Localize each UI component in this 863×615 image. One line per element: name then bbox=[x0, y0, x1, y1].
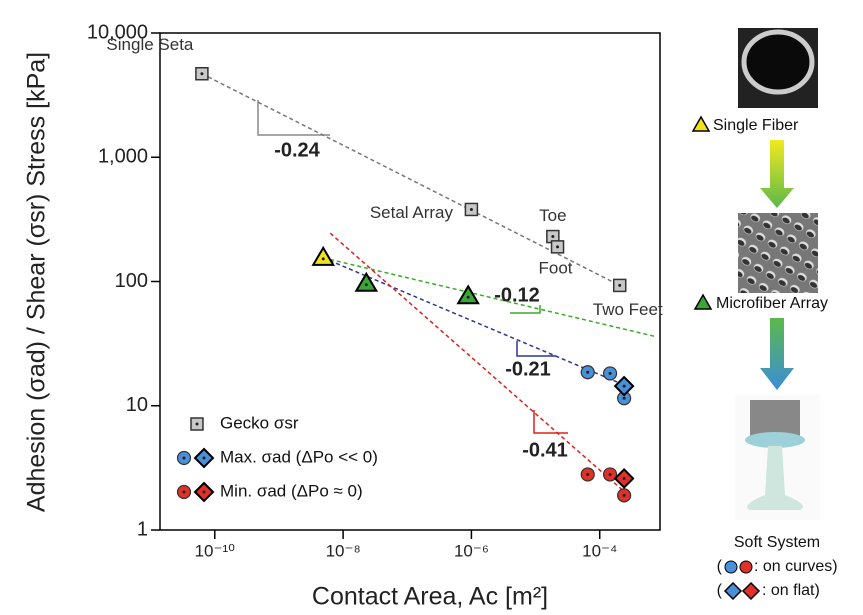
point-label: Single Seta bbox=[106, 35, 193, 54]
x-tick-label: 10⁻⁸ bbox=[326, 541, 361, 560]
point-dot bbox=[202, 456, 206, 460]
arrow bbox=[760, 318, 794, 390]
legend-icon bbox=[723, 581, 743, 601]
fiber-image bbox=[741, 29, 815, 95]
point bbox=[311, 245, 335, 266]
point bbox=[354, 271, 379, 292]
slope-bracket bbox=[533, 410, 568, 434]
point-label: Foot bbox=[539, 258, 573, 277]
side-note: : on curves) bbox=[754, 558, 838, 575]
side-note: ( bbox=[717, 558, 723, 575]
point-dot bbox=[622, 476, 626, 480]
point-dot bbox=[622, 384, 626, 388]
y-tick-label: 10 bbox=[126, 394, 148, 416]
legend-icon bbox=[724, 560, 738, 574]
point-dot bbox=[364, 283, 368, 287]
point-dot bbox=[608, 472, 612, 476]
legend-icon bbox=[691, 115, 711, 132]
point-dot bbox=[608, 371, 612, 375]
point-dot bbox=[622, 396, 626, 400]
fit-line bbox=[201, 73, 621, 287]
slope-label: -0.41 bbox=[522, 439, 568, 461]
slope-bracket bbox=[510, 305, 541, 314]
slope-label: -0.12 bbox=[494, 284, 540, 306]
legend-icon bbox=[693, 293, 713, 310]
legend-label: Gecko σsr bbox=[220, 413, 299, 432]
point-dot bbox=[618, 283, 622, 287]
x-tick-label: 10⁻⁴ bbox=[582, 541, 617, 560]
slope-bracket bbox=[516, 341, 556, 357]
point-label: Toe bbox=[539, 206, 566, 225]
x-tick-label: 10⁻⁶ bbox=[454, 541, 489, 560]
y-axis-title: Adhesion (σad) / Shear (σsr) Stress [kPa… bbox=[23, 52, 51, 512]
side-note: ( bbox=[717, 582, 723, 599]
point-dot bbox=[469, 207, 473, 211]
slope-label: -0.24 bbox=[274, 139, 320, 161]
system-image bbox=[745, 432, 805, 448]
y-tick-label: 10,000 bbox=[87, 21, 148, 43]
point-dot bbox=[202, 490, 206, 494]
point-label: Setal Array bbox=[370, 203, 454, 222]
point-dot bbox=[321, 257, 325, 261]
point-label: Two Feet bbox=[593, 300, 663, 319]
side-label: Single Fiber bbox=[713, 117, 799, 134]
side-label: Microfiber Array bbox=[716, 295, 828, 312]
point-dot bbox=[551, 235, 555, 239]
array-image bbox=[738, 213, 818, 293]
y-tick-label: 1,000 bbox=[98, 146, 148, 168]
y-tick-label: 100 bbox=[115, 270, 148, 292]
point-dot bbox=[466, 295, 470, 299]
slope-label: -0.21 bbox=[505, 358, 551, 380]
arrow bbox=[760, 140, 794, 208]
system-image bbox=[747, 446, 803, 510]
side-panel: Single Fiber Microfiber Array Soft Syste… bbox=[691, 28, 838, 601]
point-dot bbox=[556, 245, 560, 249]
point-dot bbox=[622, 493, 626, 497]
side-caption: Soft System bbox=[734, 534, 820, 551]
point-dot bbox=[586, 370, 590, 374]
point bbox=[456, 284, 480, 305]
side-note: : on flat) bbox=[762, 582, 820, 599]
fit-line bbox=[322, 257, 625, 386]
slope-bracket bbox=[257, 100, 330, 136]
point-dot bbox=[182, 490, 186, 494]
legend-icon bbox=[739, 560, 753, 574]
point-dot bbox=[586, 472, 590, 476]
y-tick-label: 1 bbox=[137, 518, 148, 540]
x-axis-title: Contact Area, Ac [m²] bbox=[312, 583, 548, 611]
fit-line bbox=[329, 232, 625, 493]
legend-icon bbox=[741, 581, 761, 601]
point-dot bbox=[182, 456, 186, 460]
fit-line bbox=[323, 257, 657, 338]
legend-label: Max. σad (ΔPo << 0) bbox=[220, 447, 378, 466]
legend-label: Min. σad (ΔPo ≈ 0) bbox=[220, 481, 363, 500]
point-dot bbox=[200, 72, 204, 76]
point-dot bbox=[195, 422, 199, 426]
x-tick-label: 10⁻¹⁰ bbox=[195, 541, 236, 560]
